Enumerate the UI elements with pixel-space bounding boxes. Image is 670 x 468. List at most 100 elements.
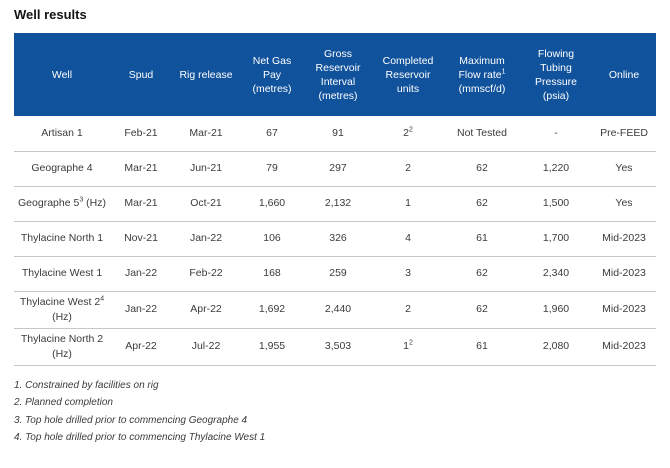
cell-net-gas-pay: 1,955	[240, 328, 304, 366]
page: Well results Well Spud Rig release Net G…	[14, 7, 656, 447]
cell-gross-interval: 259	[304, 256, 372, 292]
header-cell-flowing-tubing-pressure: Flowing Tubing Pressure (psia)	[520, 33, 592, 116]
cell-net-gas-pay: 1,660	[240, 186, 304, 222]
cell-gross-interval: 3,503	[304, 328, 372, 366]
cell-completed-units: 2	[372, 151, 444, 187]
cell-gross-interval: 91	[304, 116, 372, 152]
table-row: Thylacine North 2 (Hz) Apr-22 Jul-22 1,9…	[14, 328, 656, 366]
header-text: Spud	[128, 68, 154, 81]
cell-tubing-pressure: 2,080	[520, 328, 592, 366]
table-row: Geographe 4 Mar-21 Jun-21 79 297 2 62 1,…	[14, 151, 656, 187]
cell-completed-units: 2	[372, 291, 444, 329]
well-name: Geographe 5	[18, 197, 80, 209]
superscript-marker: 4	[100, 295, 105, 302]
cell-online: Yes	[592, 186, 656, 222]
cell-online: Mid-2023	[592, 328, 656, 366]
units-value: 2	[405, 162, 411, 174]
cell-spud: Apr-22	[110, 328, 172, 366]
cell-max-flow-rate: 61	[444, 328, 520, 366]
well-name-suffix: (Hz)	[83, 197, 106, 209]
footnotes: 1. Constrained by facilities on rig 2. P…	[14, 377, 656, 447]
table-row: Artisan 1 Feb-21 Mar-21 67 91 22 Not Tes…	[14, 116, 656, 152]
footnote: 4. Top hole drilled prior to commencing …	[14, 432, 266, 443]
cell-completed-units: 4	[372, 221, 444, 257]
cell-rig-release: Feb-22	[172, 256, 240, 292]
cell-max-flow-rate: 62	[444, 291, 520, 329]
cell-well: Artisan 1	[14, 116, 110, 152]
cell-spud: Mar-21	[110, 186, 172, 222]
superscript-marker: 3	[79, 196, 84, 204]
units-value: 4	[405, 232, 411, 244]
header-unit: (mmscf/d)	[458, 82, 506, 95]
cell-well: Geographe 53 (Hz)	[14, 186, 110, 222]
header-text: Completed Reservoir units	[382, 54, 434, 95]
cell-tubing-pressure: -	[520, 116, 592, 152]
header-unit: (psia)	[542, 89, 570, 102]
units-value: 1	[405, 197, 411, 209]
header-cell-net-gas-pay: Net Gas Pay (metres)	[240, 33, 304, 116]
well-name: Artisan 1	[41, 126, 83, 139]
cell-gross-interval: 326	[304, 221, 372, 257]
cell-spud: Nov-21	[110, 221, 172, 257]
cell-tubing-pressure: 1,700	[520, 221, 592, 257]
cell-max-flow-rate: 62	[444, 256, 520, 292]
footnote: 2. Planned completion	[14, 397, 113, 408]
well-name: Thylacine North 2 (Hz)	[20, 332, 104, 360]
cell-well: Thylacine West 1	[14, 256, 110, 292]
cell-max-flow-rate: 61	[444, 221, 520, 257]
units-value: 1	[403, 340, 409, 352]
cell-net-gas-pay: 106	[240, 221, 304, 257]
header-text: Gross Reservoir Interval	[315, 47, 361, 88]
units-value: 3	[405, 267, 411, 279]
well-name: Thylacine North 1	[20, 232, 104, 244]
cell-online: Mid-2023	[592, 256, 656, 292]
cell-net-gas-pay: 79	[240, 151, 304, 187]
header-unit: (metres)	[252, 82, 292, 95]
cell-online: Yes	[592, 151, 656, 187]
cell-gross-interval: 297	[304, 151, 372, 187]
cell-rig-release: Jan-22	[172, 221, 240, 257]
cell-net-gas-pay: 67	[240, 116, 304, 152]
header-cell-online: Online	[592, 33, 656, 116]
header-cell-spud: Spud	[110, 33, 172, 116]
table-header-row: Well Spud Rig release Net Gas Pay (metre…	[14, 33, 656, 116]
cell-rig-release: Jun-21	[172, 151, 240, 187]
cell-tubing-pressure: 1,500	[520, 186, 592, 222]
well-name-suffix: (Hz)	[52, 310, 72, 323]
cell-gross-interval: 2,132	[304, 186, 372, 222]
cell-completed-units: 12	[372, 328, 444, 366]
cell-well: Thylacine North 2 (Hz)	[14, 328, 110, 366]
cell-online: Mid-2023	[592, 221, 656, 257]
units-value: 2	[405, 303, 411, 315]
header-cell-maximum-flow-rate: Maximum Flow rate1 (mmscf/d)	[444, 33, 520, 116]
cell-well: Thylacine North 1	[14, 221, 110, 257]
cell-tubing-pressure: 1,220	[520, 151, 592, 187]
cell-spud: Feb-21	[110, 116, 172, 152]
well-results-table: Well Spud Rig release Net Gas Pay (metre…	[14, 33, 656, 366]
cell-rig-release: Mar-21	[172, 116, 240, 152]
cell-gross-interval: 2,440	[304, 291, 372, 329]
header-cell-gross-reservoir-interval: Gross Reservoir Interval (metres)	[304, 33, 372, 116]
cell-max-flow-rate: 62	[444, 186, 520, 222]
footnote: 1. Constrained by facilities on rig	[14, 379, 159, 391]
header-cell-completed-reservoir-units: Completed Reservoir units	[372, 33, 444, 116]
header-text: Well	[51, 68, 73, 81]
cell-online: Pre-FEED	[592, 116, 656, 152]
well-name: Thylacine West 1	[21, 267, 103, 279]
cell-spud: Mar-21	[110, 151, 172, 187]
cell-completed-units: 1	[372, 186, 444, 222]
table-row: Geographe 53 (Hz) Mar-21 Oct-21 1,660 2,…	[14, 186, 656, 222]
cell-net-gas-pay: 1,692	[240, 291, 304, 329]
well-name: Thylacine West 2	[19, 295, 101, 308]
footnote: 3. Top hole drilled prior to commencing …	[14, 414, 248, 426]
cell-completed-units: 3	[372, 256, 444, 292]
cell-well: Thylacine West 24 (Hz)	[14, 291, 110, 329]
cell-net-gas-pay: 168	[240, 256, 304, 292]
table-row: Thylacine North 1 Nov-21 Jan-22 106 326 …	[14, 221, 656, 257]
table-row: Thylacine West 24 (Hz) Jan-22 Apr-22 1,6…	[14, 291, 656, 329]
cell-rig-release: Jul-22	[172, 328, 240, 366]
header-text: Online	[608, 68, 640, 81]
cell-rig-release: Apr-22	[172, 291, 240, 329]
cell-spud: Jan-22	[110, 256, 172, 292]
superscript-marker: 2	[408, 339, 413, 347]
